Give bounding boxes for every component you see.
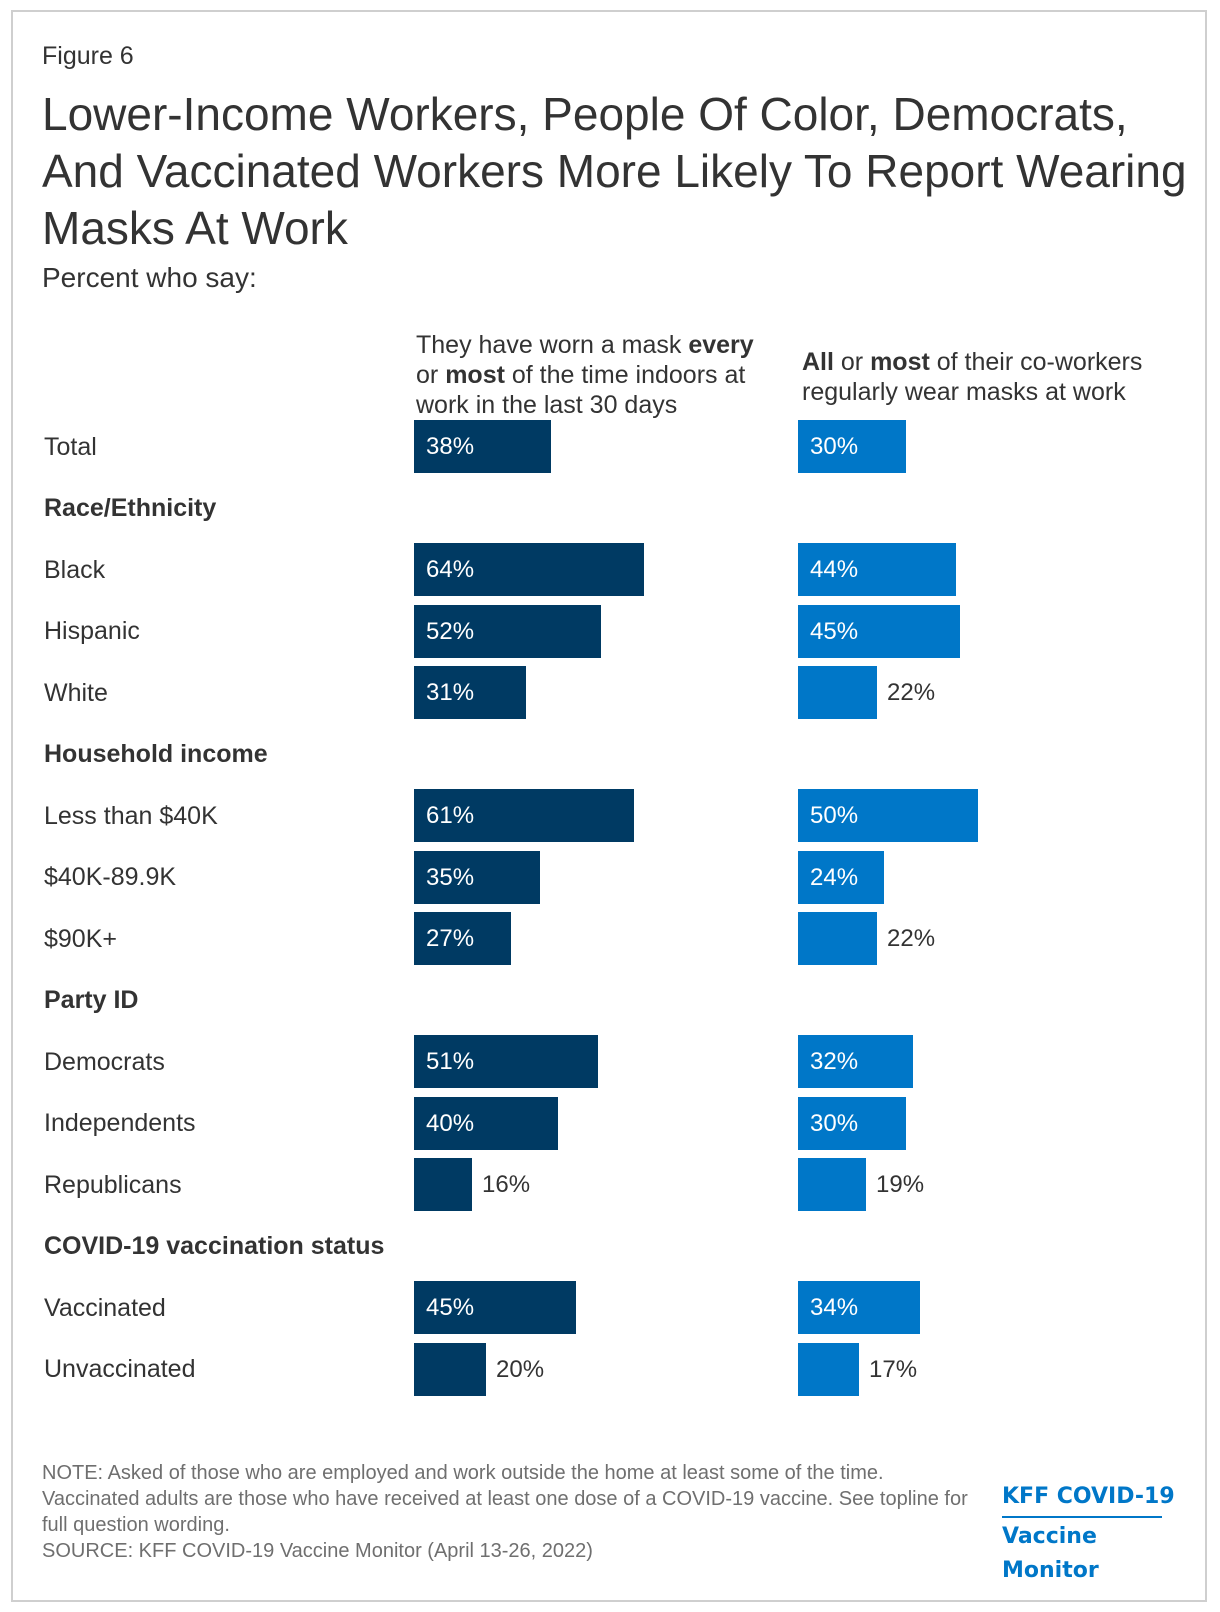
bar-series-1 bbox=[414, 850, 540, 904]
bar-series-2 bbox=[798, 912, 877, 965]
bar-series-1 bbox=[414, 604, 601, 658]
bar-series-2 bbox=[798, 789, 978, 842]
column-header-worn-mask: They have worn a mask every or most of t… bbox=[416, 330, 776, 420]
bar-series-2 bbox=[798, 666, 877, 719]
category-label: Republicans bbox=[44, 1170, 182, 1199]
data-label: 61% bbox=[426, 802, 475, 829]
bar-series-2 bbox=[798, 543, 956, 596]
bar-series-1 bbox=[414, 1342, 486, 1396]
bar-series-1 bbox=[414, 1035, 598, 1088]
data-label: 17% bbox=[869, 1355, 918, 1383]
data-label: 52% bbox=[426, 617, 475, 645]
category-label: Total bbox=[44, 432, 97, 461]
col1-text: of the time indoors at work in the last … bbox=[416, 361, 746, 419]
data-label: 45% bbox=[810, 617, 859, 645]
bar-series-2 bbox=[798, 420, 906, 473]
section-heading: Household income bbox=[44, 740, 268, 768]
section-heading: Race/Ethnicity bbox=[44, 494, 217, 522]
data-label: 44% bbox=[810, 556, 859, 583]
col1-emphasis-most: most bbox=[445, 361, 505, 389]
bar-series-1 bbox=[414, 789, 634, 842]
bar-series-2 bbox=[798, 1035, 913, 1088]
bar-series-1 bbox=[414, 543, 644, 596]
col2-text: or bbox=[833, 348, 871, 376]
bar-series-1 bbox=[414, 1281, 576, 1334]
figure-label: Figure 6 bbox=[42, 42, 134, 70]
col1-text: They have worn a mask bbox=[416, 331, 689, 359]
col2-text: of their co-workers regularly wear masks… bbox=[802, 348, 1143, 406]
bar-series-2 bbox=[798, 1342, 859, 1396]
data-label: 16% bbox=[482, 1171, 531, 1198]
section-heading: COVID-19 vaccination status bbox=[44, 1232, 385, 1260]
source-text: SOURCE: KFF COVID-19 Vaccine Monitor (Ap… bbox=[42, 1540, 593, 1562]
column-header-coworkers: All or most of their co-workers regularl… bbox=[802, 347, 1182, 407]
data-label: 30% bbox=[810, 1109, 859, 1137]
data-label: 19% bbox=[876, 1171, 925, 1198]
figure-frame bbox=[11, 10, 1207, 1602]
brand-line-1: KFF COVID-19 bbox=[1002, 1484, 1175, 1509]
col1-emphasis-every: every bbox=[688, 331, 754, 359]
chart-subtitle: Percent who say: bbox=[42, 262, 257, 293]
data-label: 38% bbox=[426, 433, 475, 460]
bar-series-2 bbox=[798, 604, 960, 658]
brand-line-2: Vaccine Monitor bbox=[1002, 1524, 1099, 1583]
category-label: White bbox=[44, 678, 108, 707]
category-label: $40K-89.9K bbox=[44, 863, 177, 891]
data-label: 34% bbox=[810, 1294, 859, 1321]
data-label: 51% bbox=[426, 1048, 475, 1075]
col2-emphasis-most: most bbox=[870, 348, 930, 376]
data-label: 22% bbox=[887, 679, 936, 706]
category-label: $90K+ bbox=[44, 924, 117, 953]
bar-series-1 bbox=[414, 1158, 472, 1211]
category-label: Hispanic bbox=[44, 617, 140, 645]
data-label: 22% bbox=[887, 925, 936, 952]
category-label: Black bbox=[44, 555, 106, 584]
data-label: 31% bbox=[426, 679, 475, 706]
bar-series-1 bbox=[414, 666, 526, 719]
bar-series-2 bbox=[798, 850, 884, 904]
bar-series-2 bbox=[798, 1281, 920, 1334]
bar-series-1 bbox=[414, 1096, 558, 1150]
data-label: 64% bbox=[426, 556, 475, 583]
data-label: 45% bbox=[426, 1294, 475, 1321]
chart-title: Lower-Income Workers, People Of Color, D… bbox=[42, 88, 1187, 254]
bar-series-2 bbox=[798, 1096, 906, 1150]
col1-text: or bbox=[416, 361, 446, 389]
data-label: 30% bbox=[810, 433, 859, 460]
bar-series-2 bbox=[798, 1158, 866, 1211]
category-label: Democrats bbox=[44, 1047, 165, 1076]
category-label: Less than $40K bbox=[44, 801, 218, 830]
note-text: NOTE: Asked of those who are employed an… bbox=[42, 1462, 968, 1536]
section-heading: Party ID bbox=[44, 986, 139, 1014]
col2-emphasis-all: All bbox=[802, 348, 834, 376]
data-label: 32% bbox=[810, 1048, 859, 1075]
bar-series-1 bbox=[414, 420, 551, 473]
data-label: 40% bbox=[426, 1109, 475, 1137]
data-label: 27% bbox=[426, 925, 475, 952]
category-label: Unvaccinated bbox=[44, 1355, 196, 1383]
data-label: 35% bbox=[426, 863, 475, 891]
category-label: Vaccinated bbox=[44, 1293, 166, 1322]
bar-series-1 bbox=[414, 912, 511, 965]
data-label: 20% bbox=[496, 1355, 545, 1383]
data-label: 50% bbox=[810, 802, 859, 829]
category-label: Independents bbox=[44, 1109, 196, 1137]
brand-logo: KFF COVID-19 Vaccine Monitor bbox=[1002, 1480, 1192, 1588]
brand-underline bbox=[1002, 1516, 1162, 1518]
chart-note: NOTE: Asked of those who are employed an… bbox=[42, 1460, 982, 1564]
data-label: 24% bbox=[810, 863, 859, 891]
